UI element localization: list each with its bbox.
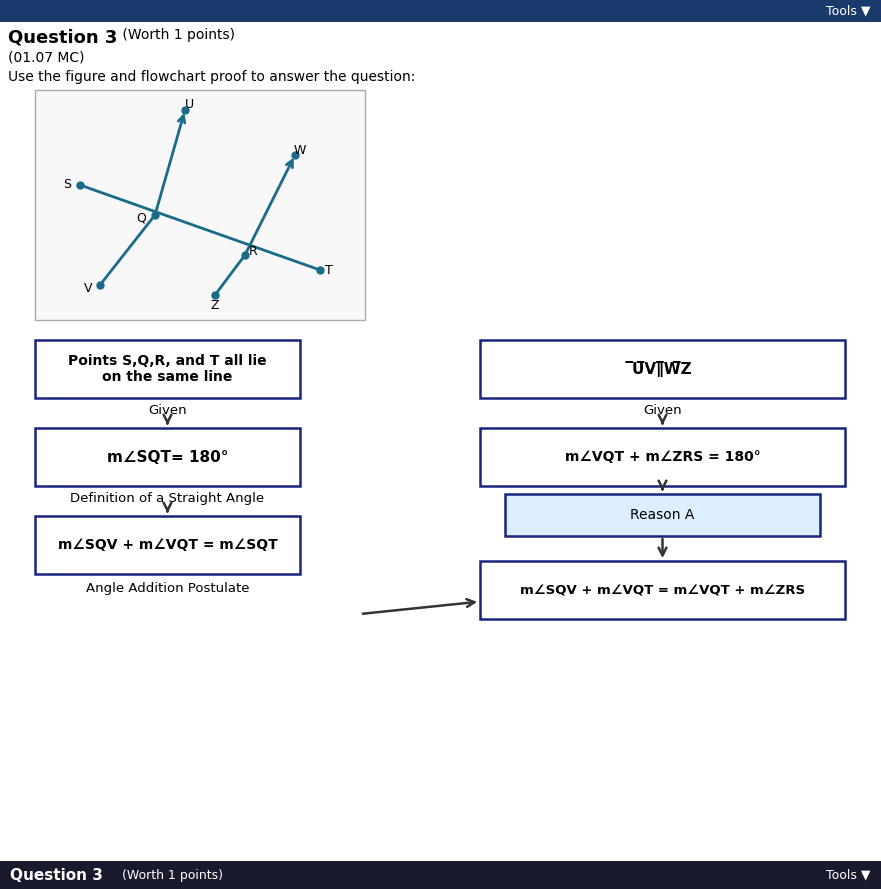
Text: V: V <box>84 282 93 294</box>
FancyBboxPatch shape <box>35 340 300 398</box>
FancyBboxPatch shape <box>480 340 845 398</box>
Text: Tools ▼: Tools ▼ <box>826 4 871 18</box>
FancyBboxPatch shape <box>35 428 300 486</box>
FancyBboxPatch shape <box>0 0 881 22</box>
Text: S: S <box>63 178 71 190</box>
Text: m∠VQT + m∠ZRS = 180°: m∠VQT + m∠ZRS = 180° <box>565 450 760 464</box>
Text: (Worth 1 points): (Worth 1 points) <box>118 869 223 882</box>
FancyBboxPatch shape <box>480 428 845 486</box>
Text: m∠SQT= 180°: m∠SQT= 180° <box>107 450 228 464</box>
Text: (Worth 1 points): (Worth 1 points) <box>118 28 235 42</box>
Text: Given: Given <box>643 404 682 417</box>
Text: Points S,Q,R, and T all lie
on the same line: Points S,Q,R, and T all lie on the same … <box>68 354 267 384</box>
Text: Z: Z <box>211 299 219 311</box>
Text: Given: Given <box>148 404 187 417</box>
FancyBboxPatch shape <box>35 516 300 574</box>
Text: (01.07 MC): (01.07 MC) <box>8 50 85 64</box>
Text: m∠SQV + m∠VQT = m∠SQT: m∠SQV + m∠VQT = m∠SQT <box>57 538 278 552</box>
Text: ̅U̅V∥̅W̅Z: ̅U̅V∥̅W̅Z <box>633 361 692 377</box>
Text: Question 3: Question 3 <box>8 28 117 46</box>
Text: R: R <box>248 244 257 258</box>
FancyBboxPatch shape <box>35 90 365 320</box>
Text: Question 3: Question 3 <box>10 868 103 883</box>
Text: m∠SQV + m∠VQT = m∠VQT + m∠ZRS: m∠SQV + m∠VQT = m∠VQT + m∠ZRS <box>520 583 805 597</box>
Text: Angle Addition Postulate: Angle Addition Postulate <box>85 581 249 595</box>
FancyBboxPatch shape <box>0 861 881 889</box>
Text: Reason A: Reason A <box>630 508 695 522</box>
Text: Definition of a Straight Angle: Definition of a Straight Angle <box>70 492 264 504</box>
Text: Tools ▼: Tools ▼ <box>826 869 871 882</box>
Text: U: U <box>184 98 194 110</box>
FancyBboxPatch shape <box>505 494 820 536</box>
FancyBboxPatch shape <box>480 561 845 619</box>
Text: W: W <box>293 143 307 156</box>
Text: Q: Q <box>136 212 146 225</box>
Text: Use the figure and flowchart proof to answer the question:: Use the figure and flowchart proof to an… <box>8 70 415 84</box>
Text: T: T <box>325 263 333 276</box>
